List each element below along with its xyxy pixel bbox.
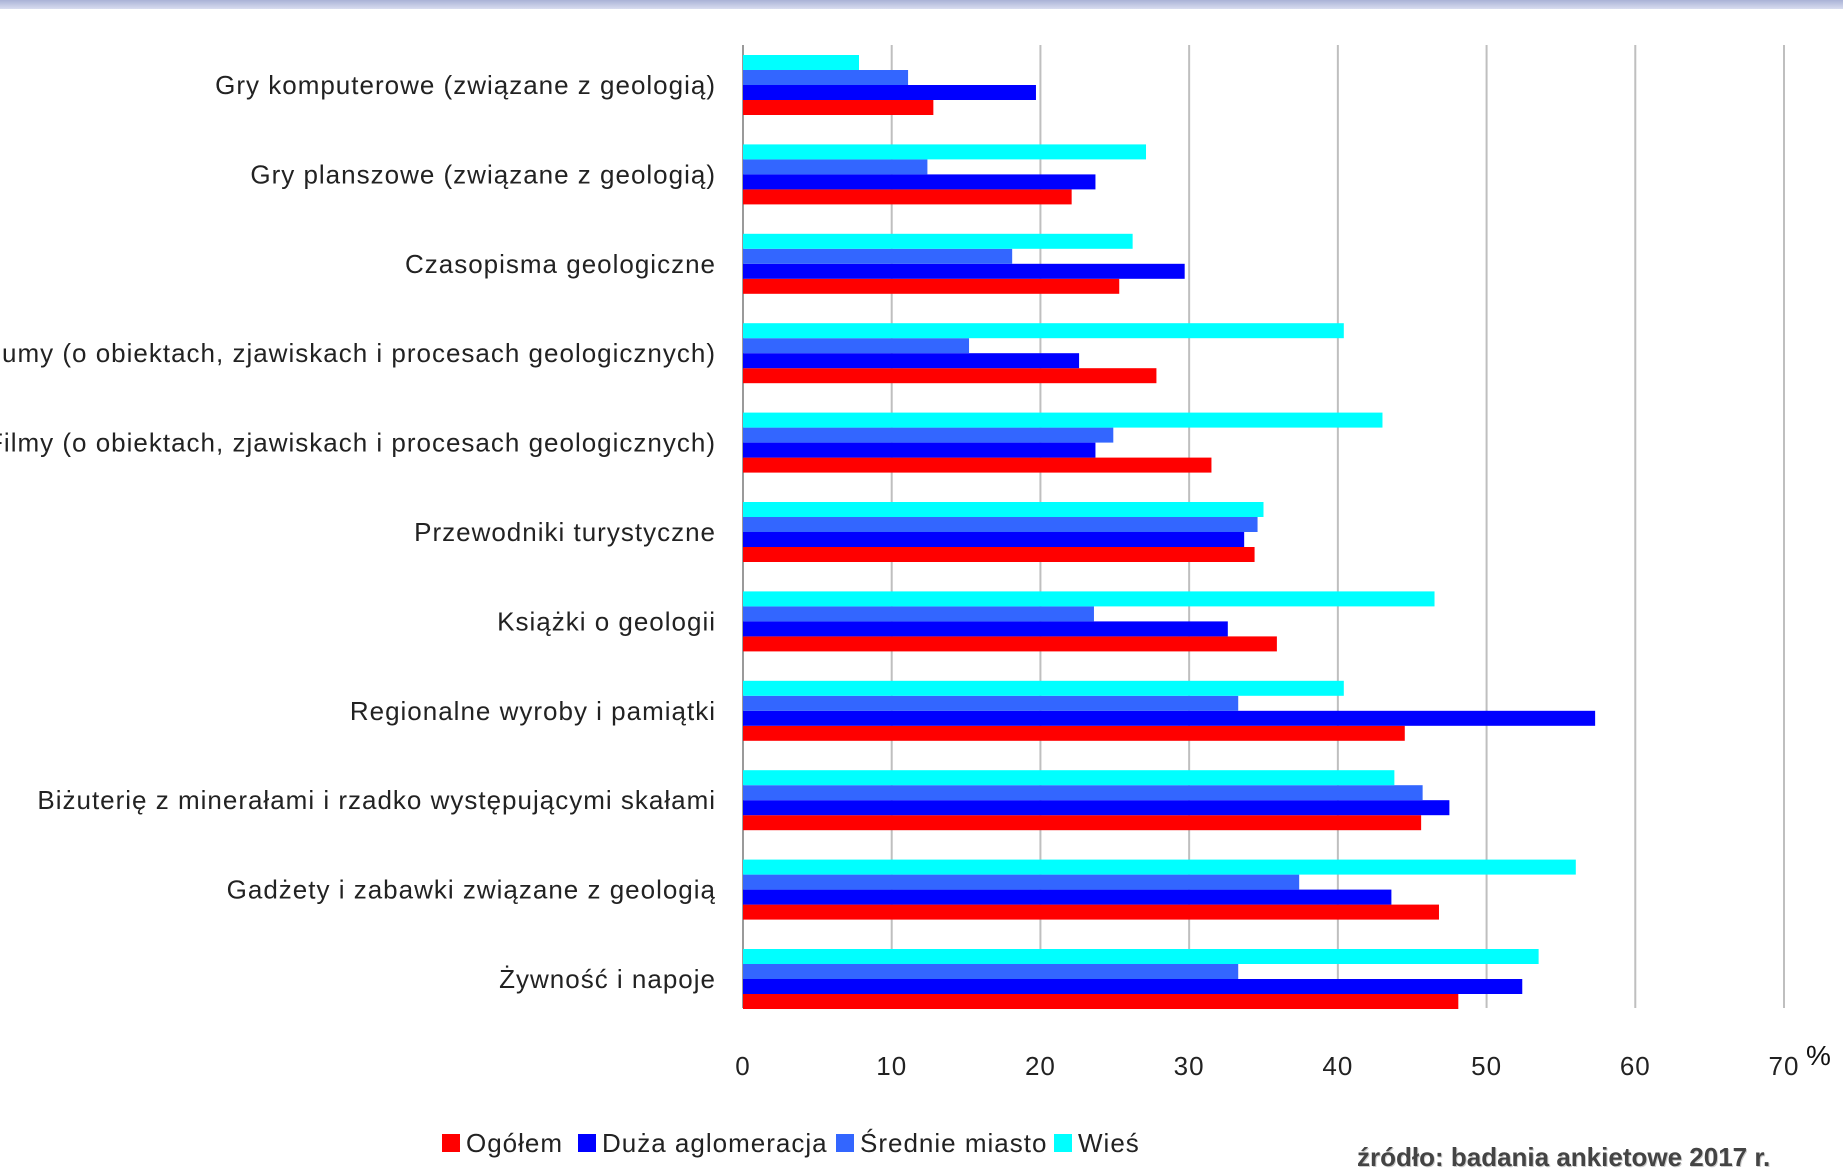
bar	[743, 815, 1422, 831]
x-axis-unit: %	[1806, 1040, 1831, 1071]
bar	[743, 949, 1539, 964]
grid-lines	[742, 45, 1785, 1008]
x-tick-label: 40	[1322, 1051, 1353, 1081]
bar	[743, 502, 1264, 517]
category-label: Gry komputerowe (związane z geologią)	[215, 70, 716, 100]
bar	[743, 174, 1096, 190]
legend-swatch	[578, 1134, 596, 1152]
bar	[743, 517, 1258, 532]
x-tick-label: 60	[1620, 1051, 1651, 1081]
x-tick-label: 70	[1769, 1051, 1800, 1081]
legend-swatch	[836, 1134, 854, 1152]
category-label: Przewodniki turystyczne	[414, 517, 716, 547]
category-label: Filmy (o obiektach, zjawiskach i procesa…	[0, 428, 716, 458]
x-tick-label: 30	[1174, 1051, 1205, 1081]
category-label: Gadżety i zabawki związane z geologią	[227, 875, 716, 905]
bar	[743, 785, 1423, 801]
bar	[743, 323, 1344, 339]
bar	[743, 532, 1245, 547]
bar	[743, 427, 1114, 443]
bar	[743, 636, 1277, 652]
category-label: Biżuterię z minerałami i rzadko występuj…	[37, 785, 716, 815]
bar	[743, 278, 1120, 294]
x-tick-label: 10	[876, 1051, 907, 1081]
bar	[743, 859, 1576, 875]
legend: Ogółem Duża aglomeracja Średnie miasto Wieś	[442, 1128, 1140, 1158]
bar	[743, 889, 1392, 905]
bar	[743, 547, 1255, 562]
bar	[743, 248, 1013, 264]
bar	[743, 442, 1096, 458]
bar	[743, 964, 1239, 979]
bar	[743, 55, 859, 70]
x-axis-tick-labels: 0 10 20 30 40 50 60 70	[735, 1051, 1800, 1081]
category-label: Książki o geologii	[497, 606, 716, 636]
bar	[743, 338, 970, 354]
category-labels: Gry komputerowe (związane z geologią) Gry…	[0, 70, 716, 994]
bar	[743, 70, 909, 85]
bar	[743, 233, 1133, 249]
bar	[743, 710, 1596, 726]
bar	[743, 591, 1435, 607]
bar	[743, 904, 1439, 920]
bar	[743, 994, 1459, 1009]
x-tick-label: 0	[735, 1051, 750, 1081]
source-note: źródło: badania ankietowe 2017 r.	[1357, 1142, 1771, 1172]
bar	[743, 159, 928, 175]
bar	[743, 189, 1072, 205]
category-label: Żywność i napoje	[499, 964, 716, 994]
bar	[743, 412, 1383, 428]
bar	[743, 979, 1523, 994]
x-tick-label: 50	[1471, 1051, 1502, 1081]
legend-label: Wieś	[1078, 1128, 1140, 1158]
legend-label: Duża aglomeracja	[602, 1128, 828, 1158]
bar	[743, 874, 1300, 890]
bar	[743, 100, 934, 115]
category-label: Albumy (o obiektach, zjawiskach i proces…	[0, 338, 716, 368]
legend-label: Średnie miasto	[860, 1128, 1047, 1158]
bar	[743, 353, 1080, 369]
top-strip	[0, 0, 1843, 9]
bar	[743, 457, 1212, 473]
legend-swatch	[442, 1134, 460, 1152]
category-label: Regionalne wyroby i pamiątki	[350, 696, 716, 726]
bar	[743, 85, 1036, 100]
category-label: Czasopisma geologiczne	[405, 249, 716, 279]
x-tick-label: 20	[1025, 1051, 1056, 1081]
legend-label: Ogółem	[466, 1128, 563, 1158]
bar	[743, 368, 1157, 384]
category-label: Gry planszowe (związane z geologią)	[250, 159, 716, 189]
bar	[743, 621, 1228, 637]
bar	[743, 606, 1094, 622]
bar	[743, 695, 1239, 711]
bars-group	[743, 55, 1596, 1009]
bar	[743, 800, 1450, 816]
bar	[743, 263, 1185, 279]
bar	[743, 725, 1405, 741]
bar	[743, 144, 1147, 160]
bar	[743, 680, 1344, 696]
bar	[743, 770, 1395, 786]
legend-swatch	[1054, 1134, 1072, 1152]
